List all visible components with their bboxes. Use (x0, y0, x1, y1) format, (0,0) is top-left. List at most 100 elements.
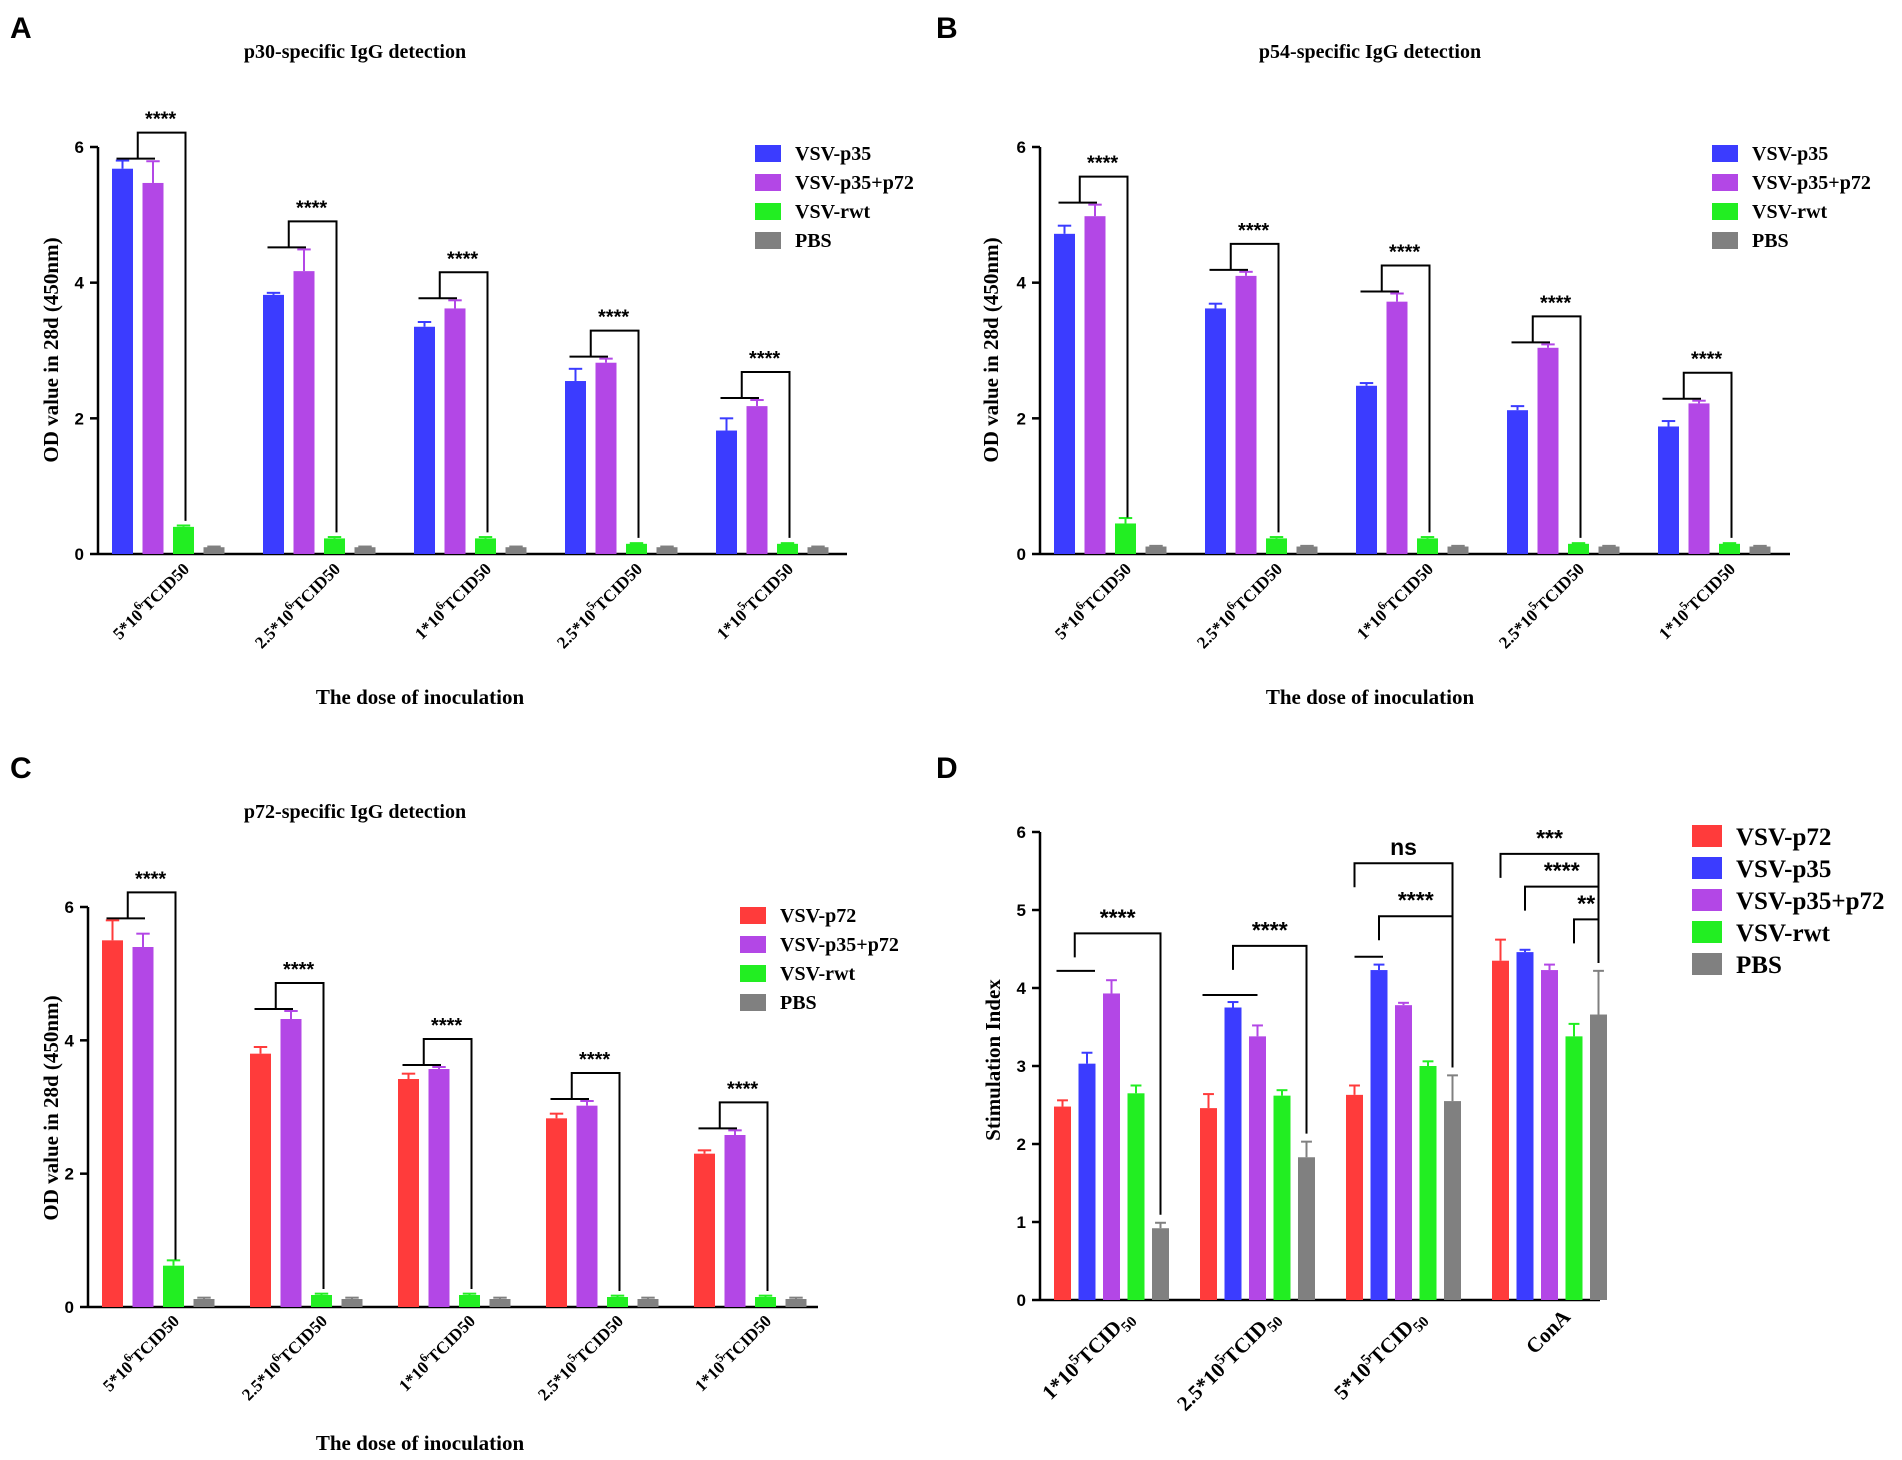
y-axis-label: OD value in 28d (450nm) (39, 237, 63, 462)
bar-vsv-rwt (1719, 543, 1740, 554)
y-axis-label: OD value in 28d (450nm) (979, 237, 1003, 462)
x-tick-rest: TCID50 (572, 1311, 628, 1367)
bar-vsv-p35 (1205, 308, 1226, 554)
sig-bracket (718, 1101, 769, 1291)
legend-swatch-vsv-p35 (755, 145, 781, 162)
significance-label: **** (1540, 292, 1571, 314)
x-tick-label: 5*106TCID50 (96, 1309, 183, 1396)
x-tick-label: 2.5*105TCID50 (531, 1309, 627, 1405)
bar-vsv-p35-p72 (293, 271, 315, 554)
bar-vsv-p35-p72 (1537, 347, 1559, 554)
x-tick-rest: TCID50 (276, 1311, 332, 1367)
legend-swatch-vsv-p72 (1692, 825, 1722, 847)
x-axis-label: The dose of inoculation (316, 1431, 525, 1455)
panel-letter: D (936, 752, 958, 785)
bar-vsv-rwt (173, 526, 194, 554)
x-tick-rest: TCID (1218, 1315, 1272, 1369)
bar-vsv-rwt (755, 1297, 776, 1307)
bar-vsv-p72 (1346, 1094, 1363, 1300)
x-tick-rest: TCID50 (742, 559, 798, 615)
y-axis-label: OD value in 28d (450nm) (39, 995, 63, 1220)
legend-label: VSV-p72 (780, 905, 856, 927)
sig-bracket (570, 1072, 621, 1291)
legend-label: PBS (1736, 952, 1782, 979)
x-tick-rest: TCID (1364, 1315, 1418, 1369)
bar-vsv-p35-p72 (595, 362, 617, 554)
legend-swatch-vsv-p35 (1712, 145, 1738, 162)
bar-vsv-p72 (1200, 1108, 1217, 1300)
x-tick-label: 2.5*105TCID50 (1171, 1304, 1286, 1419)
bar-pbs (807, 547, 829, 554)
significance-label: **** (447, 248, 478, 270)
bar-vsv-rwt (163, 1265, 184, 1307)
x-tick-rest: TCID50 (1533, 559, 1589, 615)
legend-label: VSV-rwt (795, 201, 871, 223)
bar-vsv-p72 (250, 1053, 271, 1307)
x-tick-label: 2.5*105TCID50 (1492, 557, 1588, 653)
legend-label: VSV-p72 (1736, 824, 1831, 851)
x-tick-rest: TCID50 (440, 559, 496, 615)
legend-swatch-pbs (1712, 232, 1738, 249)
significance-label: **** (1252, 917, 1288, 943)
bar-vsv-p35-p72 (428, 1069, 450, 1307)
bar-vsv-p72 (398, 1079, 419, 1307)
significance-label: **** (1238, 220, 1269, 242)
x-tick-label: 2.5*106TCID50 (1190, 557, 1286, 653)
significance-label: **** (727, 1078, 758, 1100)
x-tick-label: 1*106TCID50 (1350, 557, 1437, 644)
x-tick-label: 2.5*106TCID50 (235, 1309, 331, 1405)
x-axis-label: The dose of inoculation (316, 685, 525, 709)
panel-letter: A (10, 12, 32, 45)
x-tick-label: 1*106TCID50 (392, 1309, 479, 1396)
x-tick-label: ConA (1521, 1304, 1576, 1359)
y-tick-label: 5 (1017, 901, 1026, 920)
bar-vsv-rwt (1568, 543, 1589, 554)
sig-bracket (422, 1038, 473, 1289)
chart-title: p72-specific IgG detection (244, 801, 466, 823)
sig-bracket (1378, 915, 1454, 1068)
bar-vsv-p35 (1054, 233, 1075, 554)
bar-vsv-p35 (1370, 970, 1388, 1300)
legend-swatch-vsv-p35-p72 (755, 174, 781, 191)
bar-vsv-p35 (1224, 1007, 1242, 1300)
bar-pbs (1444, 1101, 1461, 1300)
sig-bracket (1232, 944, 1308, 1134)
legend-swatch-pbs (740, 994, 766, 1011)
bar-vsv-rwt (324, 538, 345, 554)
significance-label: **** (1544, 858, 1580, 884)
bar-vsv-rwt (1419, 1066, 1437, 1300)
y-tick-label: 6 (1017, 138, 1026, 157)
y-tick-label: 2 (1017, 409, 1026, 428)
y-tick-label: 4 (65, 1031, 75, 1050)
bar-vsv-rwt (626, 543, 647, 554)
legend-label: PBS (1752, 230, 1789, 252)
y-tick-label: 2 (75, 409, 84, 428)
legend-label: PBS (780, 992, 817, 1014)
bar-vsv-p35-p72 (1084, 216, 1106, 554)
bar-vsv-p35-p72 (1688, 403, 1710, 554)
x-tick-label: 1*106TCID50 (408, 557, 495, 644)
bar-pbs (193, 1299, 215, 1307)
significance-label: **** (135, 868, 166, 890)
sig-bracket (438, 271, 489, 533)
significance-label: **** (1398, 887, 1434, 913)
sig-bracket (1229, 242, 1280, 533)
bar-vsv-rwt (1266, 538, 1287, 554)
bar-vsv-p35 (263, 294, 284, 554)
x-tick-rest: TCID50 (1080, 559, 1136, 615)
x-tick-label: 1*105TCID50 (688, 1309, 775, 1396)
legend-swatch-vsv-p35 (1692, 857, 1722, 879)
bar-pbs (1749, 546, 1771, 554)
bar-vsv-p35-p72 (1103, 993, 1120, 1300)
bar-vsv-rwt (311, 1295, 332, 1307)
legend-swatch-vsv-rwt (1692, 921, 1722, 943)
y-tick-label: 1 (1017, 1213, 1026, 1232)
sig-bracket (274, 982, 325, 1289)
x-tick-rest: TCID50 (1684, 559, 1740, 615)
sig-bracket (589, 329, 640, 538)
bar-vsv-rwt (475, 538, 496, 554)
bar-vsv-p35 (1078, 1063, 1096, 1300)
bar-vsv-rwt (777, 543, 798, 554)
bar-vsv-rwt (1273, 1095, 1291, 1300)
bar-vsv-p35 (716, 430, 737, 554)
